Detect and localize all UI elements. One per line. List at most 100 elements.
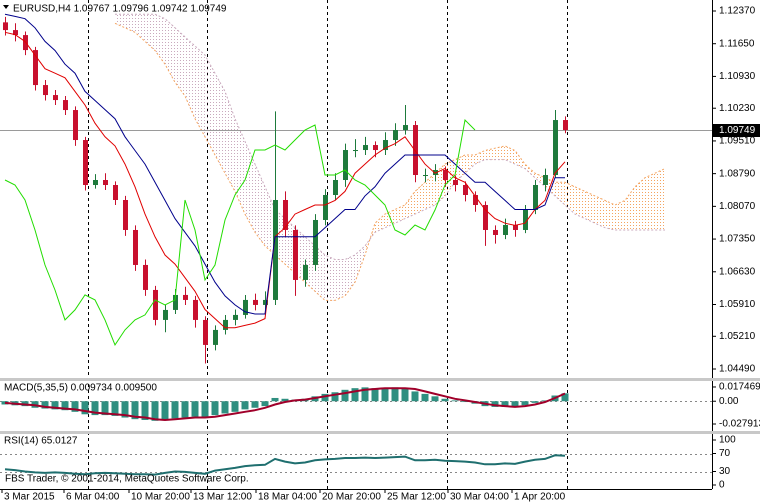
candle-body — [283, 199, 288, 230]
histogram-bar — [91, 401, 99, 416]
cloud-segment — [115, 14, 125, 28]
histogram-bar — [401, 388, 409, 402]
candle-body — [203, 319, 208, 345]
histogram-bar — [421, 393, 429, 402]
rsi-title: RSI(14) 65.0127 — [4, 436, 78, 447]
histogram-bar — [451, 400, 459, 402]
menu-arrow[interactable] — [3, 5, 9, 9]
cloud-segment — [615, 200, 625, 230]
histogram-bar — [51, 401, 59, 410]
candle-body — [53, 95, 58, 101]
candle-body — [213, 329, 218, 345]
cloud-segment — [215, 73, 225, 174]
rsi-line — [4, 454, 566, 476]
candle-body — [273, 199, 278, 300]
candle-body — [523, 209, 528, 230]
y-tick-label: 30 — [719, 466, 731, 477]
candle-body — [313, 219, 318, 265]
candle-body — [293, 229, 298, 280]
histogram-bar — [211, 401, 219, 416]
cloud-segment — [285, 218, 295, 274]
panel-separator — [0, 431, 760, 434]
y-tick-label: 0 — [719, 480, 725, 491]
candle-body — [343, 150, 348, 181]
candle-body — [353, 150, 358, 152]
histogram-bar — [271, 397, 279, 402]
candle-body — [163, 309, 168, 320]
cloud-segment — [605, 200, 615, 230]
cloud-segment — [535, 173, 545, 187]
cloud-segment — [595, 195, 605, 228]
candle-body — [373, 145, 378, 151]
cloud-segment — [525, 164, 535, 178]
main-title: EURUSD,H4 1.09767 1.09796 1.09742 1.0974… — [13, 4, 227, 15]
candle-body — [153, 289, 158, 320]
candle-body — [533, 185, 538, 210]
macd-title: MACD(5,35,5) 0.009734 0.009500 — [4, 383, 157, 394]
candle-body — [393, 130, 398, 141]
cloud-segment — [145, 14, 155, 51]
cloud-segment — [645, 173, 655, 230]
y-tick-label: 1.12370 — [719, 6, 756, 17]
histogram-bar — [61, 401, 69, 411]
candle-body — [473, 194, 478, 205]
cloud-segment — [165, 18, 175, 83]
indicator-line — [4, 31, 566, 329]
histogram-bar — [251, 401, 259, 408]
candle-body — [133, 229, 138, 265]
candle-body — [123, 199, 128, 230]
histogram-bar — [351, 388, 359, 402]
candle-body — [483, 204, 488, 230]
histogram-bar — [561, 393, 569, 402]
candle-body — [543, 175, 548, 186]
histogram-bar — [361, 387, 369, 402]
candle-body — [193, 299, 198, 320]
y-tick-label: 70 — [719, 448, 731, 459]
histogram-bar — [101, 401, 109, 416]
y-tick-label: 100 — [719, 435, 736, 446]
price-tag-label: 1.09749 — [719, 125, 756, 136]
histogram-bar — [161, 401, 169, 420]
cloud-segment — [505, 145, 515, 165]
cloud-span-b — [115, 13, 665, 260]
candle-body — [73, 110, 78, 141]
candle-body — [83, 140, 88, 186]
histogram-bar — [541, 400, 549, 402]
histogram-bar — [431, 396, 439, 402]
histogram-bar — [261, 401, 269, 407]
cloud-segment — [355, 245, 365, 283]
cloud-segment — [565, 182, 575, 215]
histogram-bar — [411, 391, 419, 402]
candle-body — [403, 125, 408, 131]
candle-body — [503, 224, 508, 235]
candle-body — [323, 194, 328, 220]
histogram-bar — [331, 392, 339, 402]
histogram-bar — [321, 393, 329, 402]
candle-body — [423, 175, 428, 177]
cloud-segment — [195, 45, 205, 137]
candle-body — [383, 140, 388, 151]
cloud-segment — [175, 27, 185, 96]
cloud-segment — [375, 214, 385, 233]
histogram-bar — [151, 401, 159, 421]
cloud-segment — [465, 155, 475, 174]
candle-body — [493, 229, 498, 235]
candle-body — [173, 294, 178, 310]
cloud-segment — [425, 173, 435, 210]
price-tag — [713, 124, 760, 137]
candle-body — [563, 120, 568, 131]
histogram-bar — [531, 401, 539, 403]
candle-body — [3, 22, 8, 31]
y-tick-label: 1.08790 — [719, 168, 756, 179]
x-tick-label: 1 Apr 20:00 — [514, 492, 566, 503]
cloud-segment — [635, 177, 645, 230]
candle-body — [33, 50, 38, 86]
histogram-bar — [441, 398, 449, 402]
x-tick-label: 10 Mar 20:00 — [131, 492, 190, 503]
indicator-line — [4, 118, 476, 346]
histogram-bar — [241, 401, 249, 410]
histogram-bar — [121, 401, 129, 418]
